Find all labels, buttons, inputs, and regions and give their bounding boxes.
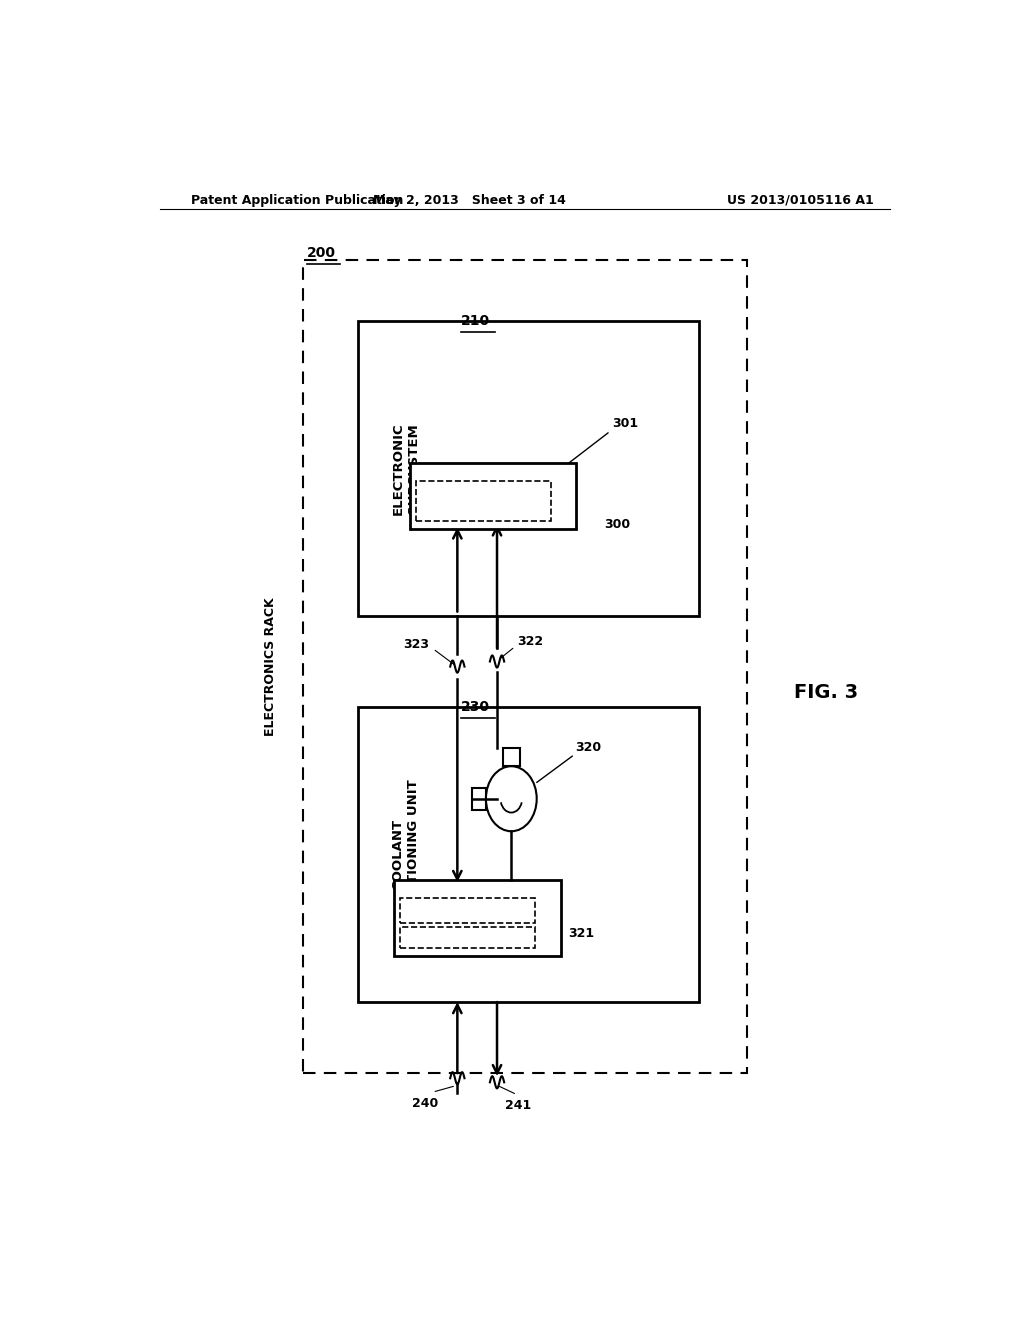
- Text: FIG. 3: FIG. 3: [795, 682, 858, 701]
- Text: COOLANT
CONDITIONING UNIT: COOLANT CONDITIONING UNIT: [392, 779, 420, 931]
- Bar: [358, 321, 699, 615]
- Bar: [303, 260, 748, 1073]
- Bar: [416, 480, 551, 521]
- Text: 230: 230: [461, 701, 490, 714]
- Text: 200: 200: [306, 246, 336, 260]
- Text: 241: 241: [505, 1098, 531, 1111]
- Bar: [358, 708, 699, 1002]
- Bar: [400, 898, 536, 923]
- Text: 301: 301: [612, 417, 638, 430]
- Text: 321: 321: [568, 927, 595, 940]
- Text: 210: 210: [461, 314, 490, 329]
- Bar: [400, 927, 536, 948]
- Bar: [394, 880, 560, 956]
- Text: 320: 320: [574, 741, 601, 754]
- Text: 322: 322: [517, 635, 543, 648]
- Text: 240: 240: [413, 1097, 438, 1110]
- Bar: [472, 788, 486, 810]
- Text: ELECTRONIC
SUBSYSTEM: ELECTRONIC SUBSYSTEM: [392, 422, 420, 515]
- Bar: [410, 463, 577, 529]
- Text: 323: 323: [403, 639, 430, 651]
- Text: May 2, 2013   Sheet 3 of 14: May 2, 2013 Sheet 3 of 14: [373, 194, 565, 207]
- Text: Patent Application Publication: Patent Application Publication: [191, 194, 403, 207]
- Text: ELECTRONICS RACK: ELECTRONICS RACK: [264, 597, 278, 737]
- Bar: [503, 748, 520, 766]
- Text: US 2013/0105116 A1: US 2013/0105116 A1: [727, 194, 873, 207]
- Text: 300: 300: [604, 517, 631, 531]
